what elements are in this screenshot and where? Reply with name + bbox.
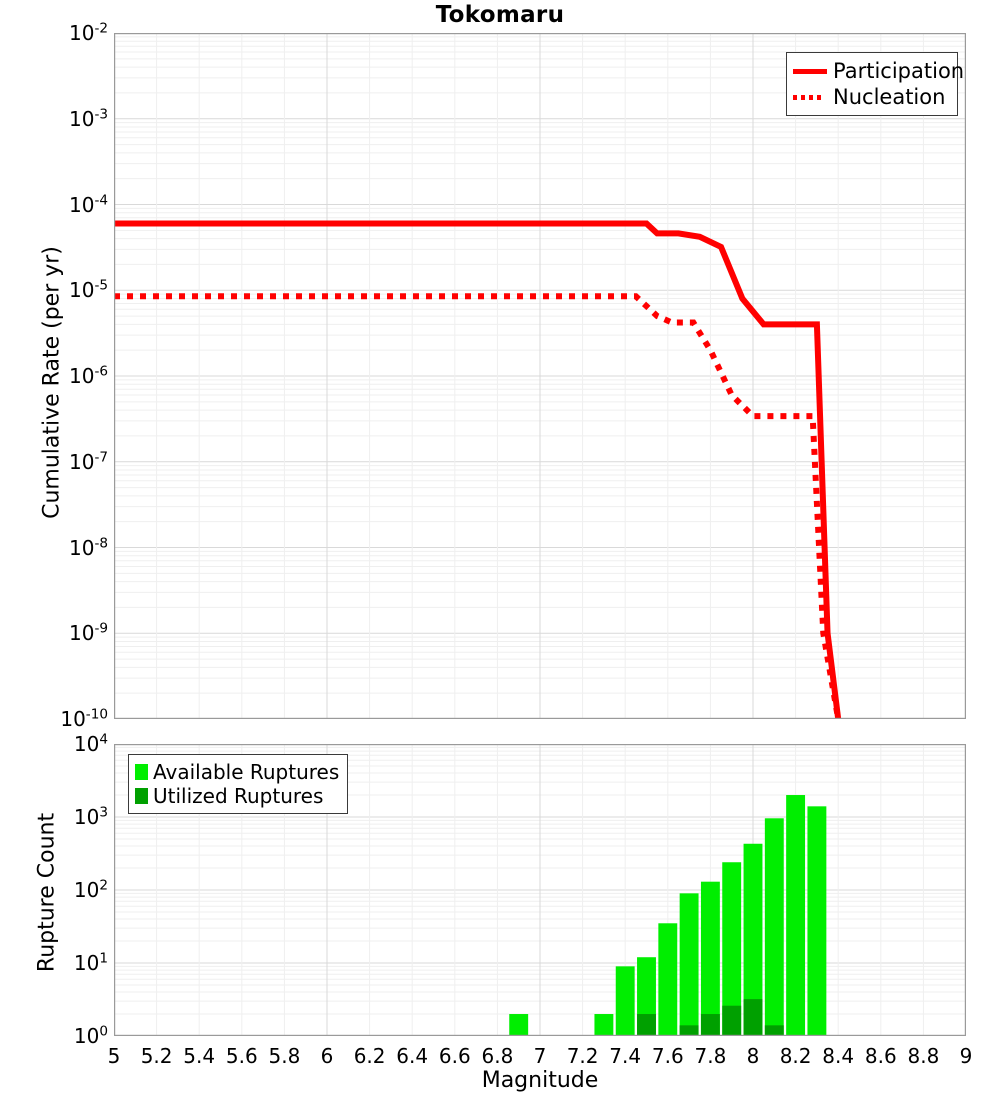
legend-label-participation: Participation (833, 61, 964, 82)
legend-item-participation: Participation (793, 58, 949, 84)
x-tick-label: 6.2 (354, 1044, 386, 1068)
x-tick-label: 7.8 (694, 1044, 726, 1068)
bar-utilized-ruptures (722, 1006, 741, 1036)
bar-available-ruptures (786, 795, 805, 1036)
x-tick-label: 8.8 (907, 1044, 939, 1068)
x-tick-label: 5.8 (268, 1044, 300, 1068)
x-tick-label: 7.6 (652, 1044, 684, 1068)
y-tick-label: 10-2 (69, 21, 108, 45)
y-tick-label: 10-4 (69, 193, 108, 217)
top-panel-legend: Participation Nucleation (786, 52, 958, 116)
x-tick-label: 7 (534, 1044, 547, 1068)
figure-container: Tokomaru Cumulative Rate (per yr) 10-2 10… (0, 0, 1000, 1100)
legend-item-available-ruptures: Available Ruptures (135, 760, 339, 784)
y-tick-label: 10-5 (69, 278, 108, 302)
participation-line-icon (793, 61, 827, 81)
bar-available-ruptures (765, 818, 784, 1036)
y-tick-label: 10-9 (69, 621, 108, 645)
bottom-panel-y-axis-label: Rupture Count (35, 778, 60, 1008)
bar-available-ruptures (509, 1014, 528, 1036)
x-tick-label: 6 (321, 1044, 334, 1068)
y-tick-label: 100 (74, 1024, 108, 1048)
bar-utilized-ruptures (765, 1025, 784, 1036)
bar-available-ruptures (807, 806, 826, 1036)
y-tick-label: 103 (74, 805, 108, 829)
x-tick-label: 6.8 (481, 1044, 513, 1068)
legend-label-available-ruptures: Available Ruptures (153, 762, 339, 783)
bar-utilized-ruptures (637, 1014, 656, 1036)
bar-utilized-ruptures (744, 999, 763, 1036)
bar-available-ruptures (616, 966, 635, 1036)
legend-item-nucleation: Nucleation (793, 84, 949, 110)
top-panel-y-axis-label: Cumulative Rate (per yr) (40, 213, 65, 553)
y-tick-label: 104 (74, 732, 108, 756)
x-tick-label: 9 (960, 1044, 973, 1068)
x-tick-label: 5.6 (226, 1044, 258, 1068)
y-tick-label: 10-8 (69, 536, 108, 560)
x-tick-label: 8 (747, 1044, 760, 1068)
y-tick-label: 101 (74, 951, 108, 975)
top-panel-plot (114, 33, 966, 719)
x-tick-label: 5.2 (141, 1044, 173, 1068)
legend-item-utilized-ruptures: Utilized Ruptures (135, 784, 339, 808)
y-tick-label: 10-7 (69, 450, 108, 474)
bar-utilized-ruptures (680, 1025, 699, 1036)
x-axis-label: Magnitude (114, 1068, 966, 1093)
x-tick-label: 6.4 (396, 1044, 428, 1068)
x-tick-label: 6.6 (439, 1044, 471, 1068)
bar-available-ruptures (701, 882, 720, 1036)
bottom-panel-legend: Available Ruptures Utilized Ruptures (128, 754, 348, 814)
legend-label-utilized-ruptures: Utilized Ruptures (153, 786, 323, 807)
bar-utilized-ruptures (701, 1014, 720, 1036)
bar-available-ruptures (594, 1014, 613, 1036)
x-tick-label: 7.4 (609, 1044, 641, 1068)
page-title: Tokomaru (0, 2, 1000, 28)
legend-label-nucleation: Nucleation (833, 87, 945, 108)
x-tick-label: 5 (108, 1044, 121, 1068)
bar-available-ruptures (658, 923, 677, 1036)
y-tick-label: 102 (74, 878, 108, 902)
y-tick-label: 10-6 (69, 364, 108, 388)
x-tick-label: 8.2 (780, 1044, 812, 1068)
x-tick-label: 5.4 (183, 1044, 215, 1068)
x-tick-label: 7.2 (567, 1044, 599, 1068)
available-ruptures-swatch-icon (135, 764, 148, 780)
top-panel-major-gridlines (114, 33, 966, 719)
x-tick-label: 8.4 (822, 1044, 854, 1068)
y-tick-label: 10-10 (60, 707, 108, 731)
utilized-ruptures-swatch-icon (135, 788, 148, 804)
y-tick-label: 10-3 (69, 107, 108, 131)
nucleation-line-icon (793, 87, 827, 107)
x-tick-label: 8.6 (865, 1044, 897, 1068)
bar-available-ruptures (680, 893, 699, 1036)
